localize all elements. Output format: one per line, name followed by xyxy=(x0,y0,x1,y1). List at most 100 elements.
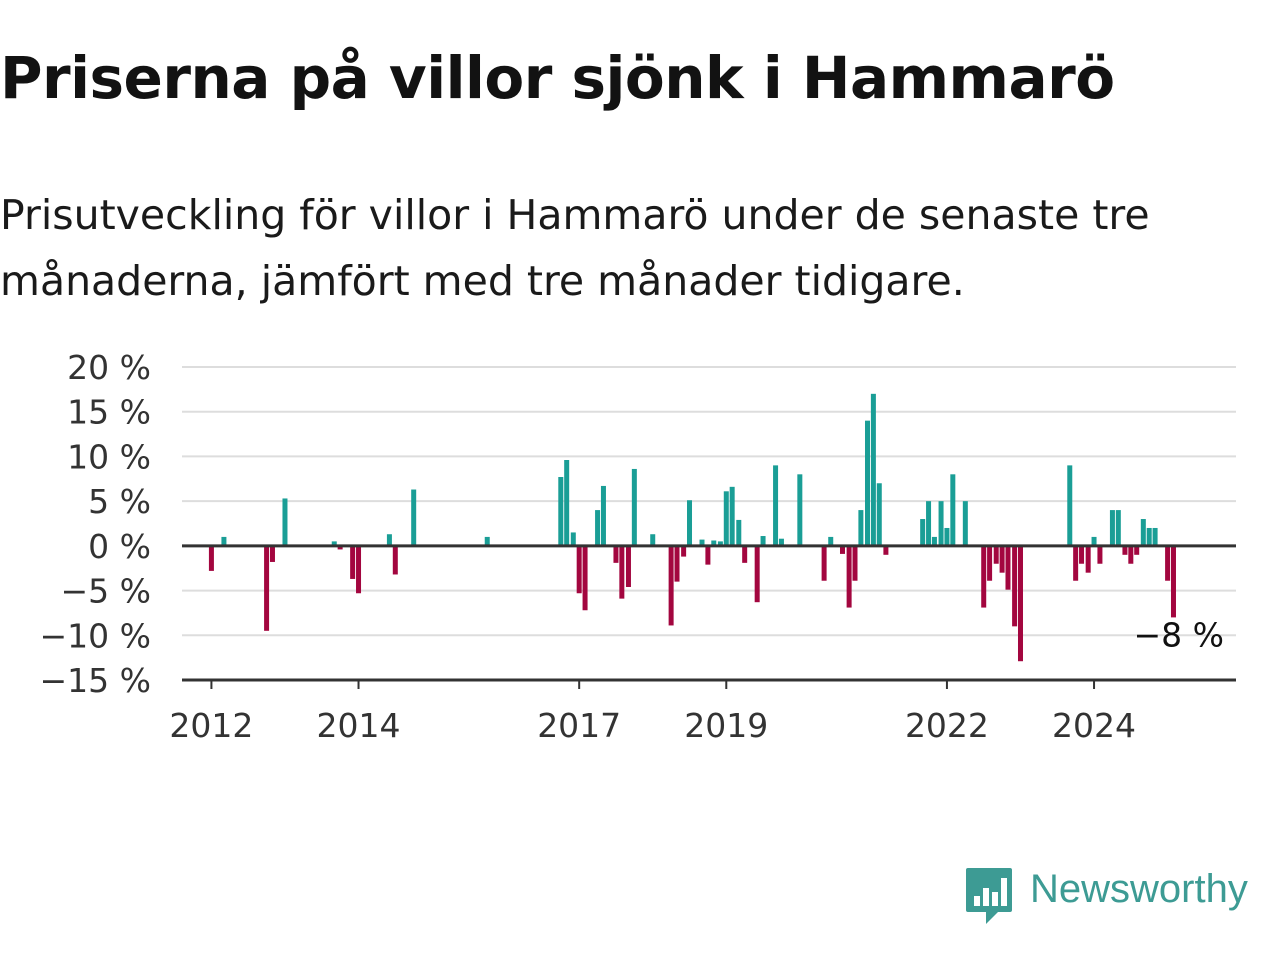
bar xyxy=(987,545,993,581)
bar xyxy=(582,545,588,611)
bar xyxy=(282,498,288,546)
bar xyxy=(674,545,680,582)
x-tick-label: 2022 xyxy=(905,706,989,745)
bar xyxy=(650,534,656,546)
bar xyxy=(1097,545,1103,564)
bar xyxy=(1005,545,1011,590)
y-tick-label: 10 % xyxy=(67,437,151,476)
bar xyxy=(760,536,766,546)
bar xyxy=(858,510,864,546)
bar xyxy=(613,545,619,563)
bar xyxy=(1017,545,1023,662)
bar xyxy=(981,545,987,608)
bar xyxy=(950,474,956,546)
chart-subtitle: Prisutveckling för villor i Hammarö unde… xyxy=(0,191,1150,305)
bar xyxy=(883,545,889,555)
bar xyxy=(564,460,570,546)
bar xyxy=(705,545,711,565)
bar xyxy=(337,545,343,550)
bar xyxy=(876,483,882,546)
y-tick-label: −10 % xyxy=(40,616,152,655)
bar xyxy=(870,393,876,546)
bar xyxy=(1152,527,1158,546)
bar xyxy=(754,545,760,603)
bar xyxy=(699,539,705,546)
bar xyxy=(619,545,625,599)
bar xyxy=(1140,519,1146,546)
x-tick-label: 2017 xyxy=(537,706,621,745)
bar xyxy=(742,545,748,563)
y-tick-label: −15 % xyxy=(40,661,152,700)
bar xyxy=(931,536,937,546)
chart-title: Priserna på villor sjönk i Hammarö xyxy=(0,44,1115,112)
bar xyxy=(1165,545,1171,581)
bar xyxy=(1170,545,1176,618)
last-value-label: −8 % xyxy=(1134,615,1225,654)
bar xyxy=(1134,545,1140,555)
bar xyxy=(773,465,779,546)
bar xyxy=(558,476,564,546)
bar xyxy=(1146,527,1152,546)
bar xyxy=(1109,510,1115,546)
bar xyxy=(600,485,606,546)
x-tick-label: 2024 xyxy=(1052,706,1136,745)
bar xyxy=(717,541,723,546)
y-tick-label: 15 % xyxy=(67,393,151,432)
bar xyxy=(221,536,227,546)
bar xyxy=(386,534,392,546)
bar xyxy=(331,541,337,546)
bar xyxy=(1073,545,1079,581)
y-tick-label: −5 % xyxy=(61,572,152,611)
bar xyxy=(1012,545,1018,627)
bar xyxy=(839,545,845,554)
bar xyxy=(484,536,490,546)
bar xyxy=(797,474,803,546)
bar xyxy=(778,538,784,546)
bar xyxy=(846,545,852,608)
bar xyxy=(1079,545,1085,564)
bar xyxy=(1122,545,1128,555)
bar xyxy=(392,545,398,575)
bar xyxy=(821,545,827,581)
bar xyxy=(852,545,858,581)
x-axis-ticks: 2012 2014 2017 2019 2022 2024 xyxy=(169,680,1136,745)
bar xyxy=(681,545,687,557)
bar xyxy=(828,536,834,546)
newsworthy-logo-icon xyxy=(966,868,1012,924)
bar xyxy=(595,510,601,546)
bar xyxy=(993,545,999,564)
bar xyxy=(264,545,270,631)
bar xyxy=(1115,510,1121,546)
newsworthy-brand: Newsworthy xyxy=(964,864,1280,928)
bar xyxy=(723,491,729,546)
bar xyxy=(729,486,735,546)
bar xyxy=(736,519,742,546)
bars xyxy=(208,393,1176,662)
bar xyxy=(944,527,950,546)
bar xyxy=(999,545,1005,573)
bar xyxy=(668,545,674,626)
bar xyxy=(865,420,871,546)
bar xyxy=(962,501,968,546)
bar xyxy=(938,501,944,546)
x-tick-label: 2014 xyxy=(317,706,401,745)
bar-chart: 20 %15 %10 %5 %0 %−5 %−10 %−15 % 2012 201… xyxy=(40,348,1236,745)
bar xyxy=(1128,545,1134,564)
y-tick-label: 0 % xyxy=(88,527,151,566)
bar xyxy=(631,468,637,546)
bar xyxy=(687,500,693,546)
bar xyxy=(711,540,717,546)
gridlines xyxy=(182,366,1236,681)
y-tick-label: 20 % xyxy=(67,348,151,387)
bar xyxy=(570,532,576,546)
bar xyxy=(926,501,932,546)
bar xyxy=(1091,536,1097,546)
bar xyxy=(411,489,417,546)
bar xyxy=(1085,545,1091,573)
y-tick-label: 5 % xyxy=(88,482,151,521)
bar xyxy=(350,545,356,579)
x-tick-label: 2019 xyxy=(684,706,768,745)
bar xyxy=(1067,465,1073,546)
brand-name: Newsworthy xyxy=(1030,867,1248,911)
bar xyxy=(356,545,362,594)
